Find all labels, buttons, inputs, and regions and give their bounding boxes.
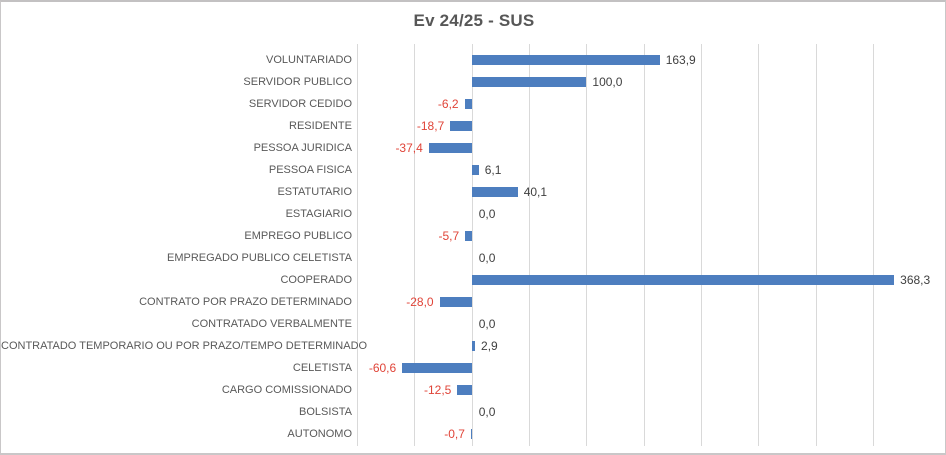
- bar-positive[interactable]: [471, 341, 476, 351]
- category-label: VOLUNTARIADO: [266, 54, 352, 66]
- gridline: [643, 44, 645, 446]
- value-label: 0,0: [478, 405, 496, 419]
- gridline: [357, 44, 358, 446]
- gridline: [815, 44, 817, 446]
- value-label: 0,0: [478, 207, 496, 221]
- value-label: 6,1: [484, 163, 502, 177]
- gridline: [701, 44, 703, 446]
- bar-negative[interactable]: [465, 231, 472, 241]
- category-label: EMPREGO PUBLICO: [244, 230, 352, 242]
- category-label: CONTRATADO VERBALMENTE: [191, 318, 352, 330]
- category-label: RESIDENTE: [289, 120, 352, 132]
- value-label: 40,1: [523, 185, 548, 199]
- value-label: -12,5: [424, 383, 452, 397]
- category-label: SERVIDOR PUBLICO: [243, 76, 352, 88]
- category-label: ESTATUTARIO: [277, 186, 352, 198]
- gridline: [873, 44, 875, 446]
- bar-positive[interactable]: [471, 275, 895, 285]
- value-label: -60,6: [368, 361, 397, 375]
- value-label: 100,0: [592, 75, 623, 89]
- value-label: 0,0: [478, 251, 496, 265]
- bar-negative[interactable]: [457, 385, 472, 395]
- category-label: CARGO COMISSIONADO: [221, 384, 352, 396]
- chart-title: Ev 24/25 - SUS: [413, 11, 535, 30]
- bar-negative[interactable]: [470, 429, 472, 439]
- gridline: [414, 44, 416, 446]
- value-label: -0,7: [444, 427, 465, 441]
- value-label: -18,7: [416, 119, 445, 133]
- category-label: PESSOA FISICA: [268, 164, 352, 176]
- bar-positive[interactable]: [471, 77, 587, 87]
- bar-negative[interactable]: [450, 121, 472, 131]
- value-label: 163,9: [665, 53, 696, 67]
- value-label: 0,0: [478, 317, 496, 331]
- category-label: PESSOA JURIDICA: [253, 142, 352, 154]
- bar-negative[interactable]: [402, 363, 472, 373]
- bar-positive[interactable]: [471, 187, 518, 197]
- bar-negative[interactable]: [464, 99, 472, 109]
- value-label: -6,2: [437, 97, 459, 111]
- value-label: -28,0: [406, 295, 434, 309]
- category-label: CONTRATO POR PRAZO DETERMINADO: [139, 296, 352, 308]
- category-label: CELETISTA: [292, 362, 352, 374]
- category-label: ESTAGIARIO: [285, 208, 352, 220]
- bar-positive[interactable]: [471, 55, 660, 65]
- category-label: BOLSISTA: [299, 406, 352, 418]
- gridline: [529, 44, 531, 446]
- value-label: -5,7: [438, 229, 460, 243]
- category-label: COOPERADO: [280, 274, 352, 286]
- category-label: CONTRATADO TEMPORARIO OU POR PRAZO/TEMPO…: [1, 340, 368, 352]
- value-label: 2,9: [481, 339, 498, 353]
- category-label: EMPREGADO PUBLICO CELETISTA: [166, 252, 352, 264]
- category-label: SERVIDOR CEDIDO: [248, 98, 352, 110]
- category-label: AUTONOMO: [287, 428, 352, 440]
- bar-positive[interactable]: [471, 165, 479, 175]
- value-label: -37,4: [395, 141, 423, 155]
- bar-negative[interactable]: [439, 297, 472, 307]
- bar-negative[interactable]: [428, 143, 472, 153]
- gridline: [758, 44, 760, 446]
- zero-axis-line: [471, 44, 473, 446]
- gridline: [586, 44, 588, 446]
- value-label: 368,3: [900, 273, 931, 287]
